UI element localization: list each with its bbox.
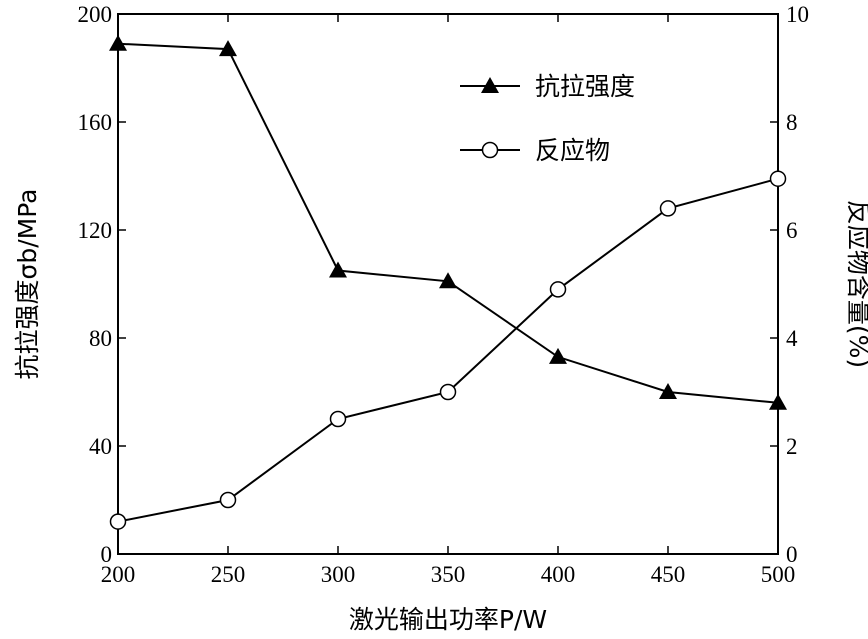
tensile-strength-point: [219, 40, 237, 57]
y-right-tick-label: 4: [786, 326, 798, 351]
y-right-tick-label: 10: [786, 2, 809, 27]
y-left-tick-label: 120: [78, 218, 113, 243]
reactant-point: [659, 200, 677, 217]
legend-label-tensile-strength: 抗拉强度: [535, 72, 635, 101]
reactant-point: [549, 281, 567, 298]
series-layer: [109, 34, 787, 530]
y-right-tick-label: 0: [786, 542, 798, 567]
x-tick-label: 350: [431, 562, 466, 587]
reactant-point: [769, 170, 787, 187]
reactant-point: [219, 491, 237, 509]
reactant-point: [329, 410, 347, 428]
tensile-strength-point: [109, 34, 127, 51]
tensile-strength-point: [439, 272, 457, 289]
x-tick-label: 200: [101, 562, 136, 587]
y-right-tick-label: 6: [786, 218, 798, 243]
reactant-point: [439, 383, 457, 401]
series-line-tensile-strength: [117, 42, 779, 404]
y-left-tick-label: 40: [89, 434, 112, 459]
tensile-strength-point: [659, 383, 677, 399]
reactant-point: [109, 513, 127, 530]
x-tick-label: 500: [761, 562, 796, 587]
y-right-tick-label: 2: [786, 434, 798, 459]
y-axis-right-title: 反应物含量(%): [844, 200, 868, 368]
legend-label-reactant: 反应物: [535, 136, 610, 165]
x-tick-label: 300: [321, 562, 356, 587]
y-left-tick-label: 0: [101, 542, 113, 567]
tensile-strength-point: [329, 261, 347, 278]
legend: 抗拉强度 反应物: [460, 72, 635, 165]
x-tick-label: 250: [211, 562, 246, 587]
y-left-tick-label: 200: [78, 2, 113, 27]
tensile-strength-point: [769, 393, 787, 410]
x-tick-label: 450: [651, 562, 686, 587]
y-axis-left-title: 抗拉强度σb/MPa: [13, 189, 42, 380]
series-line-reactant: [117, 177, 779, 523]
y-left-tick-label: 80: [89, 326, 112, 351]
y-right-tick-label: 8: [786, 110, 798, 135]
legend-circle-marker: [481, 141, 499, 159]
x-axis-title: 激光输出功率P/W: [349, 605, 547, 634]
axis-ticks: 200 250 300 350 400 450 5000408012016020002468…: [78, 2, 810, 587]
y-left-tick-label: 160: [78, 110, 113, 135]
x-tick-label: 400: [541, 562, 576, 587]
legend-triangle-marker: [481, 77, 499, 93]
tensile-strength-point: [549, 347, 567, 364]
